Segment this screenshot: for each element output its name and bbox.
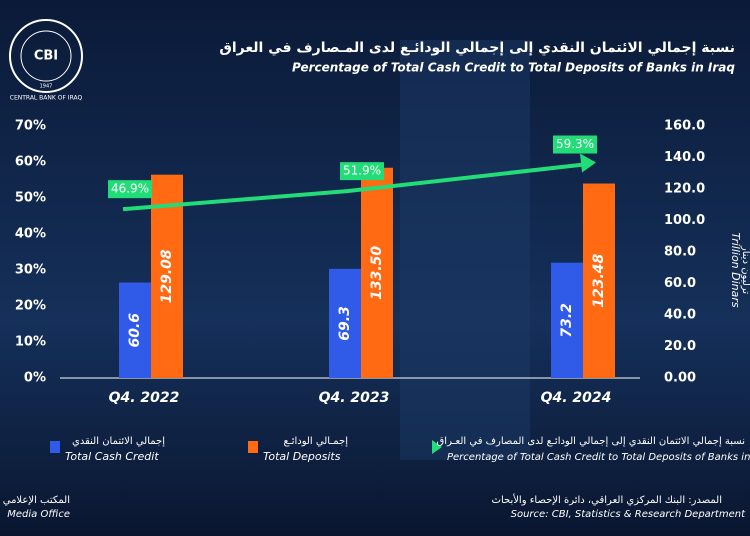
arrow-head (580, 153, 596, 173)
y2-tick-label: 60.0 (664, 276, 696, 291)
value-label-box (108, 180, 152, 199)
y-tick-label: 10% (15, 335, 46, 350)
legend-label: Total Cash Credit (65, 450, 159, 463)
bar-value-label: 129.08 (159, 249, 175, 303)
source: Source: CBI, Statistics & Research Depar… (511, 509, 746, 520)
bar (329, 268, 361, 378)
x-tick-label: Q4. 2024 (541, 390, 612, 406)
line-value-label: 46.9% (111, 182, 149, 196)
logo-inner (20, 30, 72, 82)
y2-tick-label: 160.0 (664, 119, 705, 134)
line-value-label: 51.9% (343, 164, 381, 178)
bar (119, 282, 151, 378)
bar-value-label: 69.3 (337, 306, 353, 341)
bar-value-label: 60.6 (127, 313, 143, 348)
y2-tick-label: 0.00 (664, 371, 696, 386)
y2-label-ar: ترليون دينار (740, 245, 750, 294)
value-label-box (553, 135, 597, 154)
value-label-box (340, 162, 384, 181)
legend-label-ar: إجمـالي الودائـع (283, 436, 348, 447)
legend-label: Total Deposits (263, 450, 341, 463)
y2-tick-label: 100.0 (664, 213, 705, 228)
source-ar: المصدر: البنك المركزي العراقي، دائرة الإ… (492, 493, 722, 506)
tower (400, 40, 530, 460)
legend-label-ar: إجمالي الائتمان النقدي (72, 436, 165, 447)
bar (583, 183, 615, 378)
chart-subtitle: Percentage of Total Cash Credit to Total… (292, 61, 735, 75)
line (122, 162, 585, 212)
logo-short: CBI (34, 49, 58, 64)
y-tick-label: 50% (15, 191, 46, 206)
y2-label: Trillion Dinars (729, 232, 742, 308)
chart-title: نسبة إجمالي الائتمان النقدي إلى إجمالي ا… (219, 40, 735, 57)
legend-label: Percentage of Total Cash Credit to Total… (447, 452, 750, 463)
office-ar: المكتب الإعلامي (3, 495, 70, 506)
office: Media Office (7, 509, 70, 520)
logo-ring (9, 19, 83, 93)
x-tick-label: Q4. 2023 (319, 390, 390, 406)
y-tick-label: 20% (15, 299, 46, 314)
bar-value-label: 73.2 (559, 303, 575, 338)
y2-tick-label: 20.0 (664, 339, 696, 354)
y-tick-label: 70% (15, 119, 46, 134)
bar (151, 174, 183, 378)
legend-label-ar: نسبة إجمالي الائتمان النقدي إلى إجمالي ا… (437, 436, 745, 447)
bar (551, 262, 583, 378)
bar-value-label: 123.48 (591, 253, 607, 307)
legend-swatch (50, 441, 60, 453)
logo-year: 1947 (40, 84, 53, 90)
y-tick-label: 60% (15, 155, 46, 170)
bar-value-label: 133.50 (369, 246, 385, 300)
x-tick-label: Q4. 2022 (109, 390, 180, 406)
y-tick-label: 30% (15, 263, 46, 278)
legend-swatch (248, 441, 258, 453)
y-tick-label: 0% (24, 371, 46, 386)
y2-tick-label: 120.0 (664, 182, 705, 197)
y2-tick-label: 140.0 (664, 150, 705, 165)
legend-swatch (432, 440, 442, 454)
bar (361, 167, 393, 378)
line-value-label: 59.3% (556, 137, 594, 151)
logo-name: CENTRAL BANK OF IRAQ (10, 95, 83, 102)
y2-tick-label: 40.0 (664, 308, 696, 323)
y2-tick-label: 80.0 (664, 245, 696, 260)
y-tick-label: 40% (15, 227, 46, 242)
